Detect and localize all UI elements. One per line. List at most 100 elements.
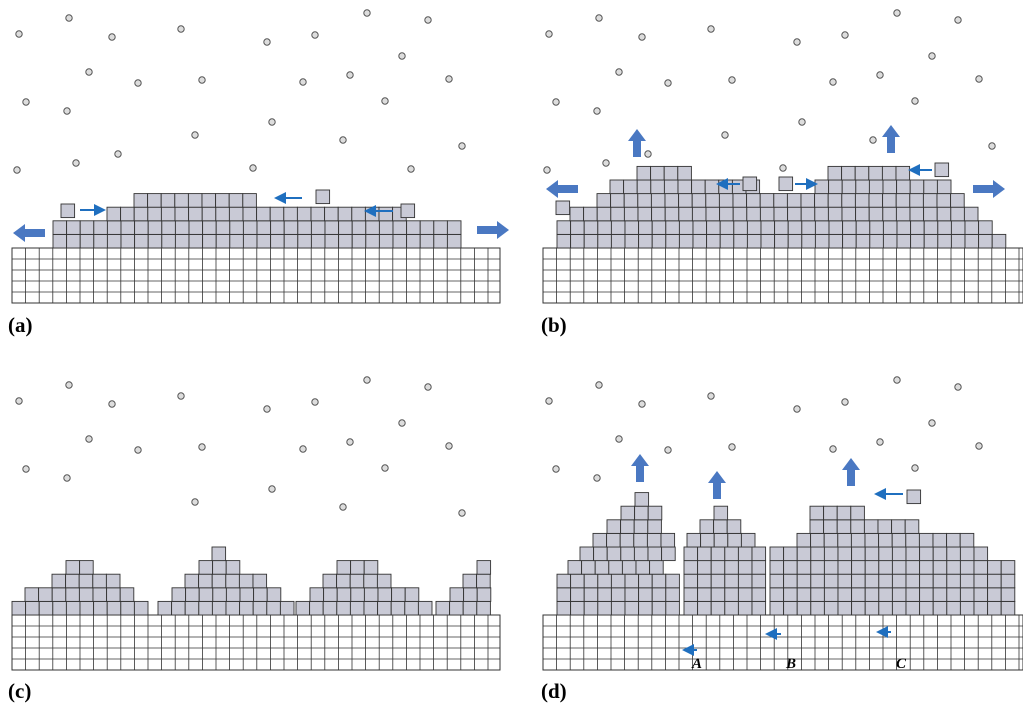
atom [594, 108, 600, 114]
cube [933, 561, 947, 575]
cube [53, 221, 67, 235]
atom [842, 399, 848, 405]
cube [652, 221, 666, 235]
cube [189, 221, 203, 235]
cube [636, 561, 650, 575]
cube [364, 574, 378, 588]
big-arrow [973, 180, 1005, 198]
drawing [12, 10, 1023, 670]
cube [892, 561, 906, 575]
cube [379, 221, 393, 235]
cube [94, 221, 108, 235]
cube [172, 601, 186, 615]
cube [477, 574, 491, 588]
cube [960, 547, 974, 561]
cube [39, 601, 53, 615]
cube [960, 533, 974, 547]
cube [351, 588, 365, 602]
cube [598, 221, 612, 235]
atom [115, 151, 121, 157]
atom [894, 377, 900, 383]
cube [920, 574, 934, 588]
atom [199, 77, 205, 83]
atom [929, 420, 935, 426]
cube [620, 533, 634, 547]
cube [679, 194, 693, 208]
cube [366, 234, 380, 248]
cube [856, 207, 870, 221]
cube [80, 561, 94, 575]
cube [698, 574, 712, 588]
cube [267, 588, 281, 602]
cube [25, 588, 39, 602]
cube [107, 221, 121, 235]
cube [609, 561, 623, 575]
atom [64, 475, 70, 481]
cube [865, 588, 879, 602]
cube [824, 588, 838, 602]
cube [67, 221, 81, 235]
cube [79, 588, 93, 602]
atom [109, 401, 115, 407]
cube [401, 204, 415, 218]
atom [708, 26, 714, 32]
cube [212, 574, 226, 588]
cube [594, 547, 608, 561]
cube [267, 601, 281, 615]
cube [824, 561, 838, 575]
cube [684, 601, 698, 615]
cube [624, 207, 638, 221]
cube [639, 588, 653, 602]
atom [269, 119, 275, 125]
cube [625, 221, 639, 235]
cube [257, 207, 271, 221]
cube [815, 221, 829, 235]
cube [924, 207, 938, 221]
cube [856, 221, 870, 235]
cube [148, 221, 162, 235]
cube [906, 601, 920, 615]
cube [557, 588, 571, 602]
cube [784, 574, 798, 588]
cube [933, 547, 947, 561]
cube [378, 588, 392, 602]
atom [340, 137, 346, 143]
cube [477, 588, 491, 602]
cube [175, 207, 189, 221]
cube [1001, 574, 1015, 588]
cube [720, 221, 734, 235]
atom [596, 15, 602, 21]
cube [610, 180, 624, 194]
cube [377, 574, 391, 588]
cube [226, 588, 240, 602]
cube [634, 520, 648, 534]
atom [23, 99, 29, 105]
cube [725, 547, 739, 561]
atom [199, 444, 205, 450]
atom [312, 399, 318, 405]
cube [896, 194, 910, 208]
cube [706, 194, 720, 208]
cube [185, 574, 199, 588]
cube [296, 601, 310, 615]
cube [651, 194, 665, 208]
cube [639, 234, 653, 248]
cube [788, 221, 802, 235]
atom [382, 98, 388, 104]
cube [624, 194, 638, 208]
cube [597, 207, 611, 221]
cube [325, 221, 339, 235]
cube [684, 547, 698, 561]
cube [761, 221, 775, 235]
atom [799, 119, 805, 125]
cube [947, 547, 961, 561]
cube [12, 601, 26, 615]
atom [14, 167, 20, 173]
cube [852, 601, 866, 615]
cube [310, 588, 324, 602]
atom [446, 443, 452, 449]
cube [988, 574, 1002, 588]
atom [729, 444, 735, 450]
big-arrow [628, 129, 646, 157]
cube [134, 194, 148, 208]
